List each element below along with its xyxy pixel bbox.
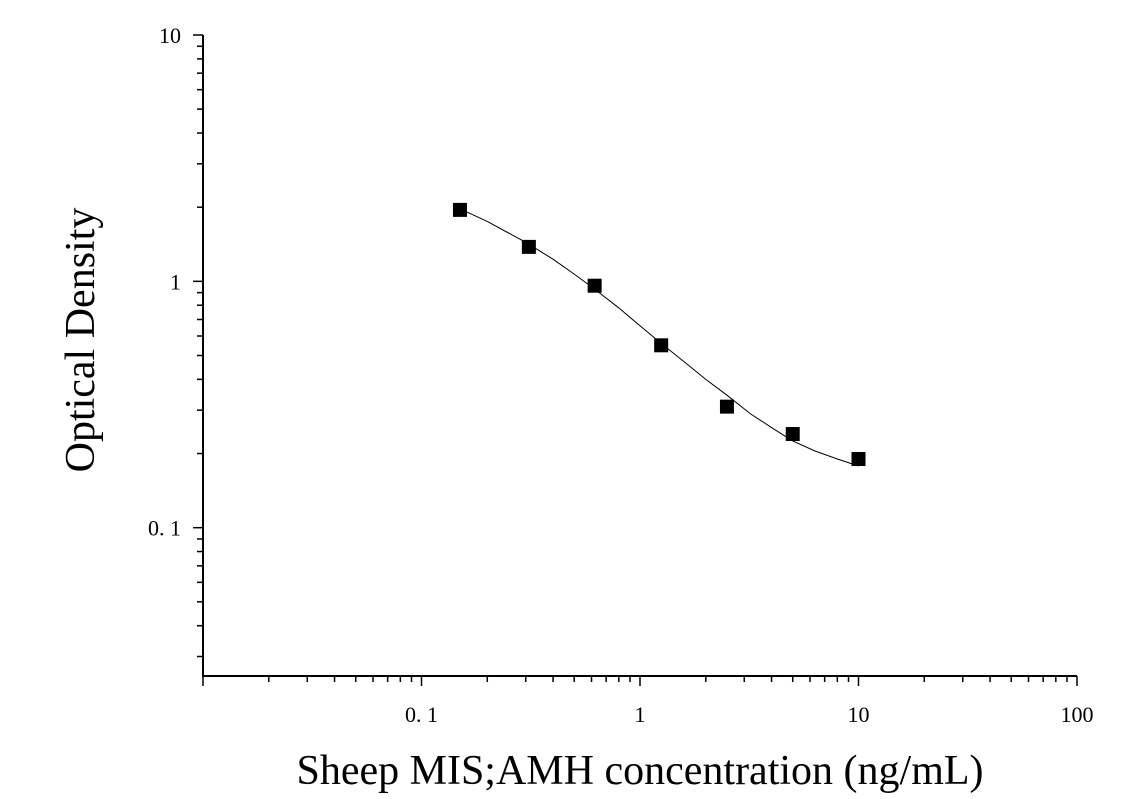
data-point	[521, 239, 536, 254]
data-point	[785, 427, 800, 442]
y-tick-label: 10	[159, 23, 181, 48]
y-axis-tick-labels: 0. 1 1 10	[148, 23, 181, 541]
y-axis-title: Optical Density	[58, 208, 104, 473]
x-tick-label: 0. 1	[405, 702, 438, 727]
x-tick-label: 1	[635, 702, 646, 727]
data-point	[851, 452, 866, 467]
x-tick-label: 100	[1061, 702, 1094, 727]
data-point	[587, 278, 602, 293]
plot-frame	[202, 35, 1077, 677]
x-tick-label: 10	[848, 702, 870, 727]
fit-curve-line	[459, 208, 859, 467]
y-tick-label: 1	[170, 269, 181, 294]
x-axis-ticks	[202, 676, 1078, 686]
x-axis-tick-labels: 0. 1 1 10 100	[405, 702, 1094, 727]
data-point	[719, 399, 734, 414]
x-axis-title: Sheep MIS;AMH concentration (ng/mL)	[296, 748, 983, 794]
data-points	[452, 202, 866, 467]
data-point	[654, 338, 669, 353]
y-axis-ticks	[193, 34, 203, 658]
fit-curve	[459, 208, 859, 467]
data-point	[452, 202, 467, 217]
y-tick-label: 0. 1	[148, 516, 181, 541]
